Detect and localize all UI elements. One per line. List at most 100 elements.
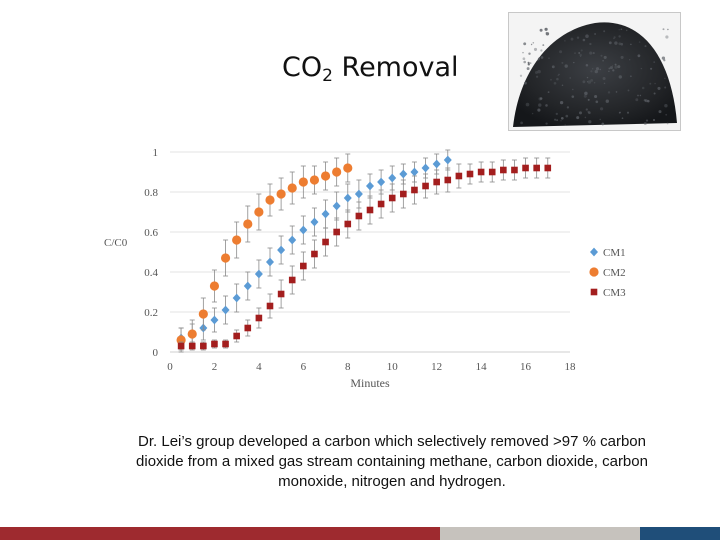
grain-speck [603,30,606,33]
grain-speck [611,65,614,67]
cm1-point [299,225,308,235]
grain-speck [534,70,539,75]
cm2-point [287,183,297,193]
cm2-point [265,195,275,205]
cm1-point [343,193,352,203]
x-tick-label: 4 [256,361,262,373]
y-tick-label: 1 [153,147,159,159]
x-axis-label: Minutes [350,376,390,390]
legend-marker-cm2 [589,267,599,277]
grain-speck [664,86,667,89]
grain-speck [619,111,621,114]
grain-speck [618,42,622,46]
cm1-point [399,169,408,179]
y-axis-label: C/C0 [104,237,128,249]
grain-speck [550,78,552,81]
grain-speck [520,121,523,125]
grain-speck [667,28,669,31]
cm3-point [455,172,463,180]
cm3-point [277,290,285,298]
grain-speck [573,61,575,64]
grain-speck [522,51,524,54]
grain-speck [539,28,543,32]
grain-speck [618,29,620,31]
cm2-point [187,329,197,339]
cm3-point [477,168,485,176]
grain-speck [554,118,557,121]
grain-speck [523,60,526,64]
grain-speck [599,118,601,121]
grain-speck [645,119,649,122]
grain-speck [574,52,576,54]
grain-speck [525,102,530,107]
grain-speck [626,111,630,114]
grain-speck [590,70,593,73]
grain-speck [537,57,541,60]
grain-speck [564,124,566,126]
grain-speck [601,122,605,126]
grain-speck [565,114,569,118]
cm3-point [466,170,474,178]
grain-speck [644,99,648,103]
grain-speck [530,43,533,46]
grain-speck [614,41,618,45]
x-tick-label: 18 [565,361,577,373]
grain-speck [599,68,601,71]
legend-marker-cm3 [590,288,598,296]
grain-speck [639,94,642,97]
grain-speck [522,57,526,61]
carbon-pile-image [513,22,677,127]
cm3-point [200,342,207,350]
grain-speck [661,56,666,60]
cm2-point [332,167,342,177]
grain-speck [569,30,572,33]
cm2-point [232,235,242,245]
grain-speck [582,80,586,84]
cm3-point [433,178,440,186]
grain-speck [664,77,666,80]
grain-speck [576,36,580,39]
cm2-point [320,171,331,181]
cm3-point [544,164,552,172]
grain-speck [638,41,641,43]
grain-speck [585,34,589,38]
grain-speck [614,65,618,69]
cm3-point [322,238,329,246]
cm3-point [233,332,240,340]
grain-speck [564,64,568,68]
cm1-point [266,257,274,267]
grain-speck [653,61,656,63]
grain-speck [559,50,563,54]
grain-speck [553,81,557,85]
grain-speck [603,55,607,59]
grain-speck [579,111,582,115]
grain-speck [560,116,564,120]
grain-speck [555,112,558,116]
cm1-point [410,167,419,177]
grain-speck [579,53,583,57]
series-cm3 [177,157,552,351]
grain-speck [602,76,606,81]
cm3-point [511,166,518,174]
cm3-point [177,342,185,350]
grain-speck [584,116,587,119]
grain-speck [545,32,550,36]
grain-speck [527,63,530,66]
cm3-point [311,250,318,258]
cm2-point [198,309,208,319]
grain-speck [556,77,559,81]
grain-speck [618,112,621,114]
cm3-point [355,212,363,220]
grain-speck [526,67,530,71]
grain-speck [618,35,621,38]
grain-speck [580,55,582,57]
grain-speck [561,84,564,86]
grain-speck [612,69,615,72]
legend-label-cm2: CM2 [603,267,626,279]
grain-speck [643,121,647,126]
cm1-point [366,181,374,191]
grain-speck [545,31,547,34]
grain-speck [620,55,624,59]
grain-speck [576,116,580,120]
cm1-point [288,235,297,245]
